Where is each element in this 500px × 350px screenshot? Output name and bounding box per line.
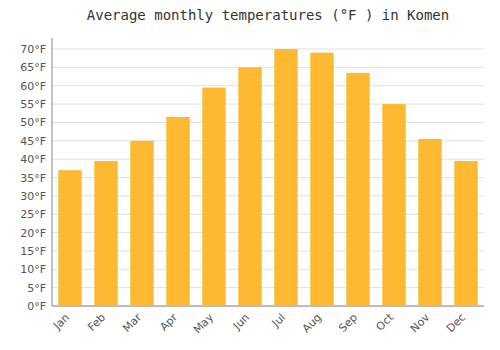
bar xyxy=(274,49,297,306)
page: {"chart_data": {"type": "bar", "title": … xyxy=(0,0,500,350)
bar xyxy=(202,88,225,306)
bar xyxy=(94,161,117,306)
x-tick-label: Sep xyxy=(336,311,360,335)
bar xyxy=(166,117,189,306)
grid-line xyxy=(52,67,484,68)
chart: Average monthly temperatures (°F ) in Ko… xyxy=(0,0,500,350)
bar xyxy=(130,141,153,306)
bar xyxy=(418,139,441,306)
bar xyxy=(346,73,369,306)
x-tick-label: May xyxy=(191,311,217,337)
y-tick-label: 35°F xyxy=(20,172,46,185)
y-tick-label: 0°F xyxy=(27,300,46,313)
x-tick-label: Dec xyxy=(444,311,468,335)
x-ticks: Jan Feb Mar Apr May Jun Jul Aug Sep Oct Nov Dec xyxy=(50,310,468,336)
grid-line xyxy=(52,85,484,86)
x-tick-label: Jul xyxy=(269,311,288,330)
x-tick-label: Oct xyxy=(373,310,396,333)
grid-line xyxy=(52,49,484,50)
x-tick-label: Feb xyxy=(85,311,108,334)
bar xyxy=(238,67,261,306)
y-tick-label: 60°F xyxy=(20,80,46,93)
bar xyxy=(58,170,81,306)
title: Average monthly temperatures (°F ) in Ko… xyxy=(87,7,449,23)
x-tick-label: Nov xyxy=(408,311,433,336)
bar xyxy=(454,161,477,306)
x-tick-label: Apr xyxy=(157,311,180,334)
bar xyxy=(382,104,405,306)
y-tick-label: 20°F xyxy=(20,227,46,240)
y-tick-label: 45°F xyxy=(20,135,46,148)
bar xyxy=(310,53,333,306)
y-tick-label: 70°F xyxy=(20,43,46,56)
x-tick-label: Jan xyxy=(50,311,72,333)
y-tick-label: 40°F xyxy=(20,153,46,166)
y-tick-label: 55°F xyxy=(20,98,46,111)
y-tick-label: 30°F xyxy=(20,190,46,203)
x-tick-label: Mar xyxy=(120,311,144,335)
y-tick-label: 15°F xyxy=(20,245,46,258)
bars xyxy=(58,49,477,306)
y-ticks: 0°F 5°F 10°F 15°F 20°F 25°F 30°F 35°F 40°F 45°F 50… xyxy=(20,43,46,313)
y-tick-label: 65°F xyxy=(20,61,46,74)
grid-line xyxy=(52,104,484,105)
x-tick-label: Jun xyxy=(230,311,252,333)
y-tick-label: 5°F xyxy=(27,282,46,295)
y-tick-label: 25°F xyxy=(20,208,46,221)
grid-line xyxy=(52,122,484,123)
x-tick-label: Aug xyxy=(300,311,324,335)
y-tick-label: 50°F xyxy=(20,116,46,129)
y-axis-line xyxy=(52,38,53,306)
y-tick-label: 10°F xyxy=(20,263,46,276)
grid xyxy=(52,49,484,306)
